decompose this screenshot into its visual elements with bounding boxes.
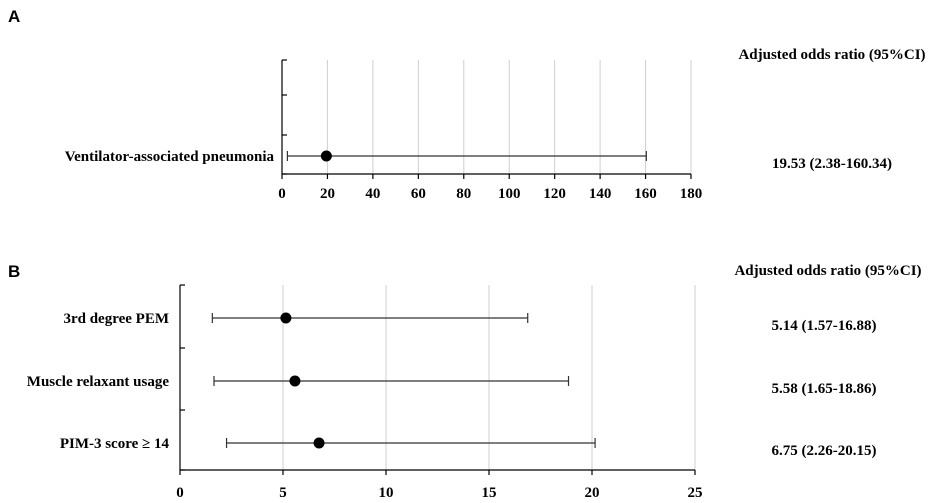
panel-label: A: [8, 7, 20, 26]
x-tick-label: 20: [320, 186, 335, 202]
odds-ratio-label: 5.58 (1.65-18.86): [772, 381, 877, 397]
point-estimate: [320, 150, 332, 162]
x-tick-label: 180: [680, 186, 703, 202]
x-tick-label: 140: [589, 186, 612, 202]
category-label: Ventilator-associated pneumonia: [65, 149, 275, 165]
panel-a: A 0 20 40 60 80 100 120 140 160 180 Adjusted odds r…: [8, 7, 926, 202]
category-label: Muscle relaxant usage: [27, 374, 170, 390]
x-tick-label: 15: [482, 485, 497, 501]
x-tick-label: 80: [456, 186, 471, 202]
odds-ratio-label: 6.75 (2.26-20.15): [772, 443, 877, 459]
column-header: Adjusted odds ratio (95%CI): [738, 47, 925, 63]
panel-b: B 0 5 10 15 20 25 Adjusted odds ratio (95%CI) 3r…: [8, 262, 922, 501]
x-tick-label: 10: [379, 485, 394, 501]
x-tick-label: 0: [278, 186, 286, 202]
point-estimate: [280, 312, 292, 324]
category-label: 3rd degree PEM: [63, 311, 169, 327]
x-tick-label: 160: [634, 186, 657, 202]
category-label: PIM-3 score ≥ 14: [60, 436, 170, 452]
point-estimate: [313, 437, 325, 449]
point-estimate: [289, 375, 301, 387]
x-tick-label: 25: [688, 485, 703, 501]
x-tick-label: 100: [498, 186, 521, 202]
x-tick-label: 20: [585, 485, 600, 501]
odds-ratio-label: 19.53 (2.38-160.34): [772, 156, 892, 172]
x-tick-label: 120: [543, 186, 566, 202]
x-tick-label: 0: [176, 485, 184, 501]
odds-ratio-label: 5.14 (1.57-16.88): [772, 318, 877, 334]
panel-label: B: [8, 262, 20, 281]
x-tick-label: 5: [279, 485, 287, 501]
x-tick-label: 60: [411, 186, 426, 202]
x-tick-label: 40: [365, 186, 380, 202]
column-header: Adjusted odds ratio (95%CI): [734, 263, 921, 279]
